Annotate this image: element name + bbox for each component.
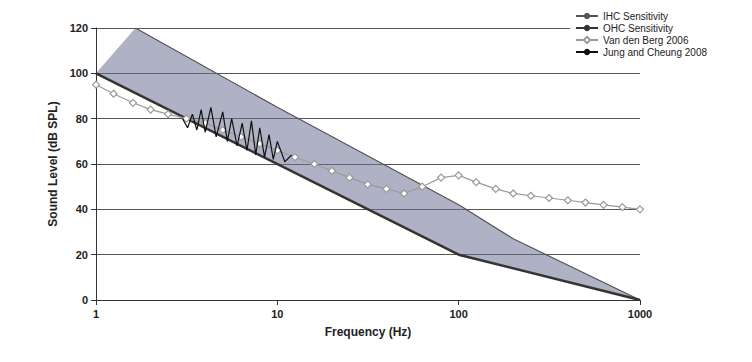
svg-text:Jung and Cheung 2008: Jung and Cheung 2008 [603, 47, 707, 58]
svg-text:120: 120 [70, 22, 88, 34]
svg-text:1: 1 [93, 308, 99, 320]
svg-text:80: 80 [76, 113, 88, 125]
svg-text:0: 0 [82, 294, 88, 306]
svg-text:OHC Sensitivity: OHC Sensitivity [603, 23, 673, 34]
svg-text:100: 100 [449, 308, 467, 320]
svg-text:IHC Sensitivity: IHC Sensitivity [603, 11, 668, 22]
svg-text:40: 40 [76, 203, 88, 215]
svg-text:1000: 1000 [628, 308, 652, 320]
svg-text:Frequency (Hz): Frequency (Hz) [325, 325, 412, 339]
svg-text:60: 60 [76, 158, 88, 170]
svg-text:Sound Level (dB SPL): Sound Level (dB SPL) [46, 101, 60, 226]
svg-text:Van den Berg 2006: Van den Berg 2006 [603, 35, 689, 46]
svg-text:10: 10 [271, 308, 283, 320]
svg-text:100: 100 [70, 67, 88, 79]
svg-text:20: 20 [76, 249, 88, 261]
